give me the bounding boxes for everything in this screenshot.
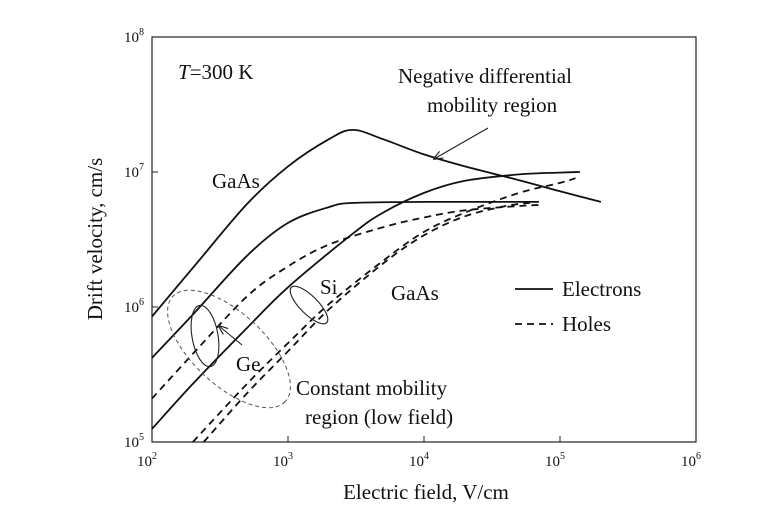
cm-label-line1: Constant mobility [296, 376, 448, 400]
y-tick-label: 105 [124, 432, 144, 451]
x-tick-label: 103 [273, 451, 293, 470]
x-tick-label: 105 [545, 451, 565, 470]
series-si-holes [193, 178, 576, 442]
x-tick-label: 102 [137, 451, 157, 470]
ndm-label-line1: Negative differential [398, 64, 572, 88]
series-ge-holes [152, 205, 539, 399]
si-label: Si [320, 275, 338, 299]
x-tick-label: 106 [681, 451, 701, 470]
y-tick-label: 108 [124, 27, 144, 46]
ge-label: Ge [236, 352, 261, 376]
temperature-label: T=300 K [178, 60, 253, 84]
x-tick-label: 104 [409, 451, 429, 470]
axis-ticks: 102 103 104 105 106 105 106 107 108 [124, 27, 701, 470]
legend: Electrons Holes [515, 277, 641, 336]
y-axis-label: Drift velocity, cm/s [83, 158, 107, 321]
legend-electrons-label: Electrons [562, 277, 641, 301]
y-tick-label: 106 [124, 297, 144, 316]
gaas-holes-label: GaAs [391, 281, 439, 305]
gaas-electrons-label: GaAs [212, 169, 260, 193]
legend-holes-label: Holes [562, 312, 611, 336]
y-tick-label: 107 [124, 162, 144, 181]
ndm-label-line2: mobility region [427, 93, 558, 117]
cm-label-line2: region (low field) [305, 405, 453, 429]
ndm-arrow [434, 128, 488, 159]
x-axis-label: Electric field, V/cm [343, 480, 509, 504]
